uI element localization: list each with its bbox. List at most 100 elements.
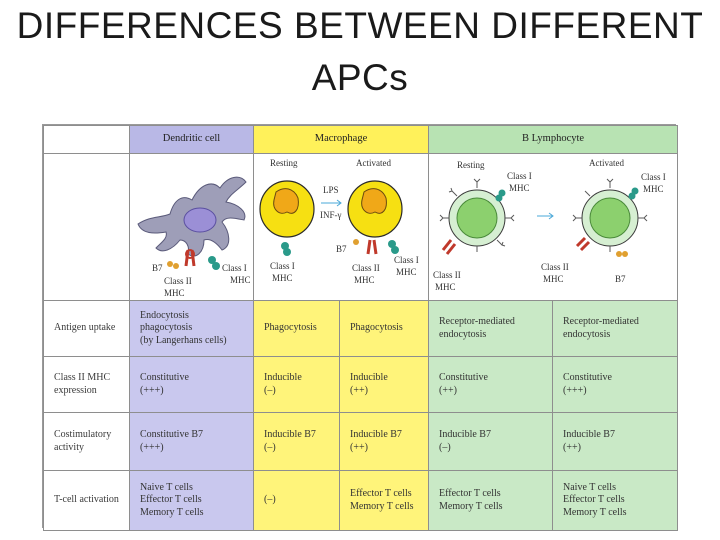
cell-b-activated: Naive T cells Effector T cells Memory T ce… bbox=[552, 470, 679, 531]
header-macrophage: Macrophage bbox=[252, 125, 430, 154]
b-activated-label: Activated bbox=[589, 158, 624, 168]
cell-line: (++) bbox=[350, 384, 368, 396]
cell-macrophage-activated: Inducible B7 (++) bbox=[338, 412, 430, 471]
cell-dendritic: Constitutive (+++) bbox=[129, 356, 254, 413]
activated-class2-icon bbox=[366, 239, 378, 255]
row-costimulatory-activity: Costimulatory activity Constitutive B7 (++… bbox=[43, 412, 679, 471]
b-resting-mhc1-label: MHC bbox=[509, 183, 530, 193]
slide-title: DIFFERENCES BETWEEN DIFFERENT APCs bbox=[0, 0, 720, 104]
cell-line: (++) bbox=[350, 441, 368, 453]
cell-macrophage-resting: Inducible B7 (–) bbox=[253, 412, 340, 471]
cell-line: Effector T cells bbox=[140, 494, 202, 506]
cell-line: Constitutive B7 bbox=[140, 429, 204, 440]
activated-class2-label: Class II bbox=[352, 263, 380, 273]
b-activated-class1-icon bbox=[628, 187, 639, 200]
b-lymphocyte-drawing: Resting Activated Class I MHC bbox=[433, 158, 666, 292]
b-resting-class2-icon bbox=[441, 239, 457, 255]
dendritic-nucleus bbox=[183, 207, 217, 233]
cell-line: Inducible B7 bbox=[439, 429, 491, 440]
cell-line: Inducible B7 bbox=[264, 429, 316, 440]
cell-line: Memory T cells bbox=[439, 500, 503, 512]
cell-line: Effector T cells bbox=[350, 488, 412, 499]
cell-line: Effector T cells bbox=[563, 494, 625, 506]
cell-line: Naive T cells bbox=[563, 481, 616, 493]
cell-line: (+++) bbox=[563, 384, 587, 396]
cell-macrophage-activated: Effector T cells Memory T cells bbox=[338, 470, 430, 531]
header-blank bbox=[43, 125, 130, 154]
cell-line: (–) bbox=[264, 384, 276, 396]
row-class2-mhc-expression: Class II MHC expression Constitutive (+++)… bbox=[43, 356, 679, 413]
cell-line: endocytosis bbox=[563, 328, 611, 340]
resting-mhc1-label: MHC bbox=[272, 273, 293, 283]
lps-label: LPS bbox=[323, 185, 339, 195]
cell-line: Naive T cells bbox=[140, 481, 193, 493]
apc-comparison-table: Dendritic cell Macrophage B Lymphocyte B… bbox=[42, 124, 679, 531]
macrophage-activated-label: Activated bbox=[356, 158, 391, 168]
cell-b-resting: Receptor-mediated endocytosis bbox=[428, 300, 554, 357]
b-resting-class1-label: Class I bbox=[507, 171, 532, 181]
b-activated-class2-label: Class II bbox=[541, 262, 569, 272]
b-resting-mhc2-label: MHC bbox=[435, 282, 456, 292]
row-label: Costimulatory activity bbox=[43, 412, 130, 471]
activated-mhc2-label: MHC bbox=[354, 275, 375, 285]
dendritic-b7-icon bbox=[167, 261, 179, 269]
cell-line: (++) bbox=[563, 441, 581, 453]
cell-b-activated: Inducible B7 (++) bbox=[552, 412, 679, 471]
b-activated-receptor-icons bbox=[572, 178, 648, 252]
inf-gamma-label: INF-γ bbox=[320, 210, 341, 220]
cell-line: Memory T cells bbox=[563, 506, 627, 518]
title-line-1: DIFFERENCES BETWEEN DIFFERENT bbox=[16, 5, 704, 46]
b-activated-mhc2-label: MHC bbox=[543, 274, 564, 284]
cell-line: (–) bbox=[264, 494, 276, 506]
cell-line: Receptor-mediated bbox=[563, 316, 639, 327]
dendritic-cell-illustration: B7 Class I MHC Class II MHC bbox=[129, 153, 254, 301]
row-label-text: expression bbox=[54, 384, 97, 396]
cell-line: (by Langerhans cells) bbox=[140, 334, 227, 346]
cell-line: (–) bbox=[264, 441, 276, 453]
row-label: Class II MHC expression bbox=[43, 356, 130, 413]
cell-line: Endocytosis bbox=[140, 309, 189, 321]
b-activated-class2-icon bbox=[575, 236, 591, 252]
dendritic-cell-drawing: B7 Class I MHC Class II MHC bbox=[137, 176, 251, 298]
header-dendritic-cell: Dendritic cell bbox=[129, 125, 254, 154]
cell-macrophage-resting: Inducible (–) bbox=[253, 356, 340, 413]
row-label: T-cell activation bbox=[43, 470, 130, 531]
illustration-blank bbox=[43, 153, 130, 301]
cell-line: Memory T cells bbox=[350, 500, 414, 512]
dendritic-mhc1-label: MHC bbox=[230, 275, 251, 285]
b-activated-b7-label: B7 bbox=[615, 274, 626, 284]
b-lymphocyte-illustration: Resting Activated Class I MHC bbox=[428, 153, 679, 301]
cell-line: endocytosis bbox=[439, 328, 487, 340]
cell-line: Inducible B7 bbox=[563, 429, 615, 440]
dendritic-b7-label: B7 bbox=[152, 263, 163, 273]
cell-line: Inducible bbox=[264, 372, 302, 383]
cell-b-resting: Effector T cells Memory T cells bbox=[428, 470, 554, 531]
cell-dendritic: Naive T cells Effector T cells Memory T ce… bbox=[129, 470, 254, 531]
macrophage-illustration: Resting Activated LPS INF-γ Class I MHC … bbox=[252, 153, 430, 301]
activated-b7-label: B7 bbox=[336, 244, 347, 254]
row-label-text: Class II MHC bbox=[54, 372, 111, 383]
dendritic-class2-icon bbox=[184, 249, 196, 267]
header-row: Dendritic cell Macrophage B Lymphocyte bbox=[43, 125, 679, 154]
macrophage-resting-label: Resting bbox=[270, 158, 298, 168]
cell-line: (–) bbox=[439, 441, 451, 453]
macrophage-drawing: Resting Activated LPS INF-γ Class I MHC … bbox=[259, 158, 419, 285]
b-resting-class2-label: Class II bbox=[433, 270, 461, 280]
title-line-2: APCs bbox=[311, 57, 409, 98]
row-label-text: T-cell activation bbox=[54, 494, 119, 506]
cell-dendritic: Endocytosis phagocytosis (by Langerhans ce… bbox=[129, 300, 254, 357]
dendritic-class1-label: Class I bbox=[222, 263, 247, 273]
activated-class1-icon bbox=[388, 240, 399, 254]
cell-line: Constitutive bbox=[439, 372, 488, 383]
activated-b7-icon bbox=[353, 239, 359, 245]
cell-line: Effector T cells bbox=[439, 488, 501, 499]
cell-line: Memory T cells bbox=[140, 506, 204, 518]
cell-b-resting: Constitutive (++) bbox=[428, 356, 554, 413]
activation-arrow-icon bbox=[321, 199, 342, 207]
activated-class1-label: Class I bbox=[394, 255, 419, 265]
header-b-lymphocyte: B Lymphocyte bbox=[428, 125, 679, 154]
activated-macrophage-nucleus bbox=[361, 188, 387, 214]
row-label-text: Costimulatory bbox=[54, 429, 112, 440]
cell-line: Phagocytosis bbox=[350, 322, 403, 334]
activated-mhc1-label: MHC bbox=[396, 267, 417, 277]
